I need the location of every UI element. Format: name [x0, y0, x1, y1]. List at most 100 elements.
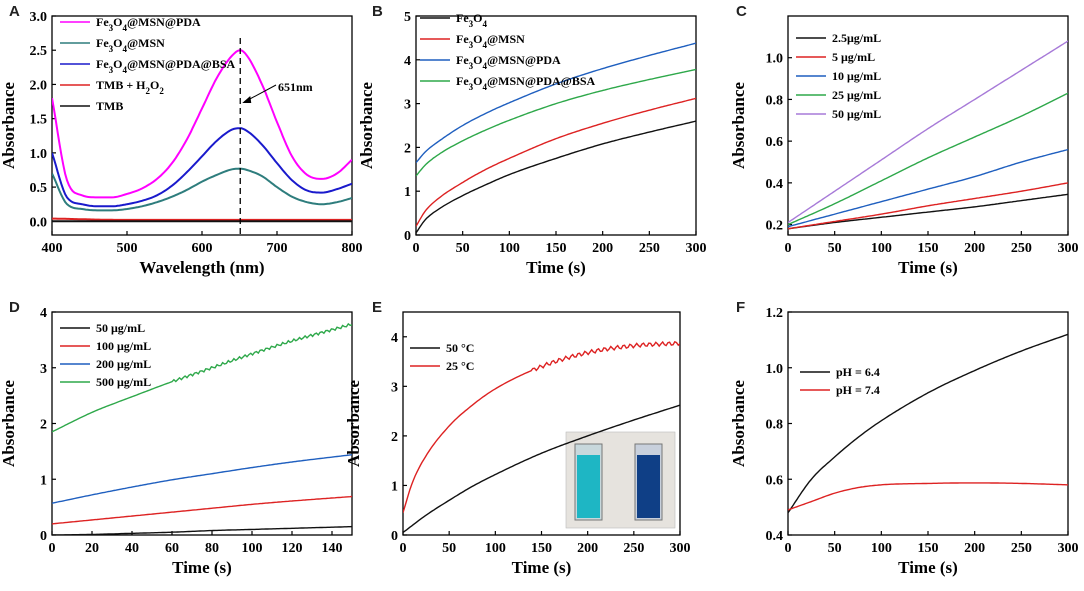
y-tick-label: 0.6	[766, 135, 784, 150]
y-tick-label: 0.2	[766, 219, 784, 234]
series-line	[52, 49, 352, 199]
x-axis-title: Time (s)	[512, 558, 572, 577]
series-line	[403, 340, 680, 513]
x-tick-label: 150	[918, 541, 939, 556]
panel-letter-a: A	[9, 3, 20, 20]
legend: 2.5μg/mL 5 μg/mL 10 μg/mL 25 μg/mL 50 μg/mL	[796, 31, 881, 121]
series-line	[52, 525, 352, 535]
chart-panel-b: 0 50 100 150 200 250 300 0 1 2 3 4 5 Time (s) Absorban…	[357, 10, 707, 277]
x-tick-label: 250	[639, 241, 660, 256]
panel-letter-e: E	[372, 299, 382, 316]
x-tick-label: 200	[964, 541, 985, 556]
legend-label: Fe3O4@MSN	[96, 36, 165, 54]
x-tick-label: 0	[400, 541, 407, 556]
panel-letter-d: D	[9, 299, 20, 316]
y-tick-label: 1	[404, 185, 411, 200]
y-tick-label: 0	[40, 529, 47, 544]
inset-cuvette-photo	[565, 431, 676, 529]
y-tick-label: 1	[391, 479, 398, 494]
legend: Fe3O4 Fe3O4@MSN Fe3O4@MSN@PDA Fe3O4@MSN@PDA…	[420, 11, 595, 92]
solution-light-blue	[577, 455, 600, 518]
x-tick-label: 300	[1058, 241, 1079, 256]
x-tick-label: 150	[918, 241, 939, 256]
x-tick-label: 100	[485, 541, 506, 556]
legend-label: Fe3O4@MSN@PDA@BSA	[96, 57, 235, 75]
y-tick-label: 1.5	[30, 113, 48, 128]
y-tick-label: 5	[404, 10, 411, 25]
legend: 50 °C 25 °C	[410, 341, 474, 373]
axis-frame	[415, 15, 697, 236]
y-tick-label: 1.0	[766, 52, 784, 67]
x-tick-label: 500	[117, 241, 138, 256]
x-tick-label: 40	[125, 541, 139, 556]
series-line	[52, 454, 352, 504]
y-tick-label: 1.0	[30, 147, 48, 162]
solution-dark-blue	[637, 455, 660, 518]
y-tick-label: 4	[40, 306, 47, 321]
y-tick-label: 0.8	[766, 418, 784, 433]
legend-label: pH = 7.4	[836, 383, 880, 397]
x-axis-title: Time (s)	[898, 258, 958, 277]
x-tick-label: 20	[85, 541, 99, 556]
legend-label: pH = 6.4	[836, 365, 880, 379]
x-tick-label: 400	[42, 241, 63, 256]
series-line	[788, 193, 1068, 230]
series-line	[788, 92, 1068, 226]
series-line	[52, 167, 352, 212]
series-line	[416, 42, 696, 164]
x-tick-label: 60	[165, 541, 179, 556]
series-line	[788, 482, 1068, 511]
legend-label: 25 μg/mL	[832, 88, 881, 102]
series-line	[788, 182, 1068, 230]
y-tick-label: 1	[40, 473, 47, 488]
legend-label: Fe3O4@MSN@PDA	[96, 15, 201, 33]
y-tick-label: 2.0	[30, 78, 48, 93]
y-tick-label: 2	[391, 430, 398, 445]
x-tick-label: 120	[282, 541, 303, 556]
x-axis-title: Wavelength (nm)	[139, 258, 264, 277]
x-tick-label: 200	[964, 241, 985, 256]
y-tick-label: 0.4	[766, 177, 784, 192]
legend-label: 10 μg/mL	[832, 69, 881, 83]
y-tick-label: 0	[404, 229, 411, 244]
x-axis-title: Time (s)	[172, 558, 232, 577]
x-tick-label: 200	[592, 241, 613, 256]
x-tick-label: 300	[1058, 541, 1079, 556]
series-line	[788, 148, 1068, 228]
series-line	[52, 495, 352, 525]
annotation-label: 651nm	[278, 80, 313, 94]
y-tick-label: 1.0	[766, 362, 784, 377]
x-tick-label: 0	[49, 541, 56, 556]
chart-panel-e: 0 50 100 150 200 250 300 0 1 2 3 4 Time (s) Absorbanc…	[344, 311, 691, 577]
legend-label: 100 μg/mL	[96, 339, 151, 353]
y-axis-title: Absorbance	[729, 82, 748, 169]
y-tick-label: 2	[404, 141, 411, 156]
legend-label: 50 μg/mL	[96, 321, 145, 335]
y-tick-label: 3	[40, 362, 47, 377]
x-tick-label: 50	[456, 241, 470, 256]
x-tick-label: 300	[686, 241, 707, 256]
chart-panel-f: 0 50 100 150 200 250 300 0.4 0.6 0.8 1.0 1.2 Time (s…	[729, 306, 1079, 577]
legend-label: Fe3O4	[456, 11, 488, 29]
x-tick-label: 50	[442, 541, 456, 556]
legend-label: Fe3O4@MSN	[456, 32, 525, 50]
y-axis-title: Absorbance	[0, 82, 18, 169]
series-line	[52, 217, 352, 221]
x-tick-label: 250	[1011, 241, 1032, 256]
x-tick-label: 100	[871, 241, 892, 256]
x-tick-label: 150	[546, 241, 567, 256]
y-tick-label: 1.2	[766, 306, 784, 321]
x-tick-label: 0	[785, 541, 792, 556]
legend-label: 25 °C	[446, 359, 474, 373]
y-axis-title: Absorbance	[344, 380, 363, 467]
x-tick-label: 100	[499, 241, 520, 256]
legend-label: 5 μg/mL	[832, 50, 875, 64]
y-tick-label: 0.6	[766, 473, 784, 488]
x-tick-label: 300	[670, 541, 691, 556]
panel-letter-b: B	[372, 3, 383, 20]
x-tick-label: 800	[342, 241, 363, 256]
x-tick-label: 250	[623, 541, 644, 556]
x-tick-label: 600	[192, 241, 213, 256]
annotation-arrowhead	[242, 96, 252, 103]
x-tick-label: 100	[242, 541, 263, 556]
